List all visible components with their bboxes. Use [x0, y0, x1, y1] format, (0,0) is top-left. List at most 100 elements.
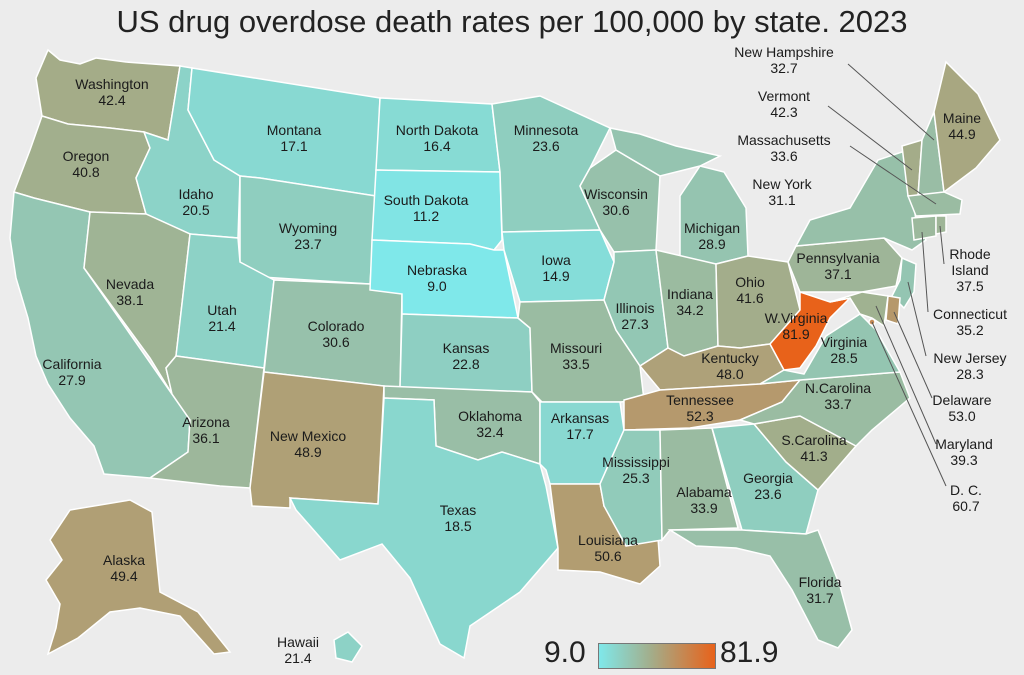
state-rate: 50.6: [594, 548, 622, 564]
state-rate: 81.9: [782, 326, 810, 342]
state-name: Ohio: [735, 274, 765, 290]
state-label-tx: Texas 18.5: [440, 502, 477, 534]
state-name: Virginia: [820, 334, 868, 350]
state-name: Oregon: [62, 148, 110, 164]
state-name: North Dakota: [395, 122, 479, 138]
state-label-wa: Washington 42.4: [75, 76, 148, 108]
state-name: Arkansas: [550, 410, 610, 426]
leader-lines: [827, 63, 947, 487]
state-name: Maine: [942, 110, 982, 126]
state-name: Tennessee: [666, 392, 734, 408]
leader-connecticut: [921, 231, 929, 313]
state-name: Louisiana: [578, 532, 638, 548]
state-name: Montana: [266, 122, 322, 138]
state-name: Washington: [75, 76, 149, 92]
state-label-nj: New Jersey 28.3: [933, 350, 1006, 382]
state-label-in: Indiana 34.2: [667, 286, 713, 318]
state-florida: [667, 529, 853, 649]
state-label-nc: N.Carolina 33.7: [805, 380, 871, 412]
state-rate: 60.7: [952, 498, 980, 514]
state-label-nh: New Hampshire 32.7: [734, 44, 834, 76]
state-rate: 30.6: [602, 202, 630, 218]
state-rate: 32.7: [770, 60, 798, 76]
state-label-co: Colorado 30.6: [308, 318, 365, 350]
state-shapes: [9, 48, 1001, 663]
state-west-virginia: [769, 290, 853, 371]
state-rate: 20.5: [182, 202, 210, 218]
state-rate: 41.6: [736, 290, 764, 306]
leader-dc: [871, 321, 947, 487]
state-rate: 48.9: [294, 444, 322, 460]
state-name: Delaware: [932, 392, 992, 408]
state-name: Vermont: [757, 88, 811, 104]
state-rate: 22.8: [452, 356, 480, 372]
state-name: Florida: [798, 574, 842, 590]
state-name: Wyoming: [278, 220, 338, 236]
leader-new-hampshire: [847, 63, 935, 141]
state-label-nm: New Mexico 48.9: [270, 428, 346, 460]
state-rate: 44.9: [948, 126, 976, 142]
state-rate: 17.1: [280, 138, 308, 154]
state-name: Georgia: [743, 470, 793, 486]
state-rate: 18.5: [444, 518, 472, 534]
leader-maryland: [875, 305, 937, 445]
state-name: Kentucky: [701, 350, 759, 366]
state-name: Hawaii: [276, 634, 320, 650]
state-label-nd: North Dakota 16.4: [396, 122, 478, 154]
state-rate: 23.7: [294, 236, 322, 252]
state-label-ar: Arkansas 17.7: [551, 410, 609, 442]
state-name: Massachusetts: [737, 132, 831, 148]
legend-color-bar: [598, 643, 716, 669]
state-name: Michigan: [683, 220, 741, 236]
state-wisconsin: [579, 149, 661, 253]
state-name: Alabama: [676, 484, 732, 500]
state-name: New Jersey: [933, 350, 1007, 366]
state-rate: 48.0: [716, 366, 744, 382]
state-label-mo: Missouri 33.5: [550, 340, 602, 372]
state-label-wi: Wisconsin 30.6: [584, 186, 648, 218]
state-label-ia: Iowa 14.9: [541, 252, 571, 284]
state-rate: 31.1: [768, 192, 796, 208]
state-label-ca: California 27.9: [42, 356, 101, 388]
state-label-nv: Nevada 38.1: [106, 276, 154, 308]
state-rate: 34.2: [676, 302, 704, 318]
state-rate: 33.9: [690, 500, 718, 516]
state-rate: 9.0: [427, 278, 447, 294]
state-label-dc: D. C. 60.7: [950, 482, 982, 514]
leader-new-jersey: [907, 281, 927, 357]
state-label-ny: New York 31.1: [752, 176, 811, 208]
state-label-mi: Michigan 28.9: [684, 220, 740, 252]
state-name: D. C.: [950, 482, 982, 498]
state-rate: 30.6: [322, 334, 350, 350]
state-rate: 23.6: [754, 486, 782, 502]
state-texas: [288, 397, 559, 660]
state-name: Nevada: [105, 276, 155, 292]
state-rate: 39.3: [950, 452, 978, 468]
state-label-wv: W.Virginia 81.9: [765, 310, 828, 342]
state-rate: 17.7: [566, 426, 594, 442]
state-rate: 27.9: [58, 372, 86, 388]
state-rate: 14.9: [542, 268, 570, 284]
legend-min-label: 9.0: [544, 636, 586, 669]
state-label-me: Maine 44.9: [943, 110, 981, 142]
state-name: Idaho: [178, 186, 214, 202]
state-rate: 23.6: [532, 138, 560, 154]
state-maryland: [829, 291, 889, 328]
state-label-ms: Mississippi 25.3: [602, 454, 670, 486]
state-rate: 37.5: [956, 278, 984, 294]
state-label-ks: Kansas 22.8: [443, 340, 490, 372]
state-label-ne: Nebraska 9.0: [407, 262, 467, 294]
state-name: Connecticut: [933, 306, 1007, 322]
state-north-carolina: [737, 371, 911, 447]
state-name: Wisconsin: [584, 186, 648, 202]
state-label-mt: Montana 17.1: [267, 122, 321, 154]
leader-rhode-island: [939, 225, 945, 265]
legend-max-label: 81.9: [720, 636, 779, 669]
state-rate: 32.4: [476, 424, 504, 440]
state-rate: 16.4: [423, 138, 451, 154]
state-rate: 33.6: [770, 148, 798, 164]
state-rate: 28.5: [830, 350, 858, 366]
state-label-sc: S.Carolina 41.3: [781, 432, 846, 464]
